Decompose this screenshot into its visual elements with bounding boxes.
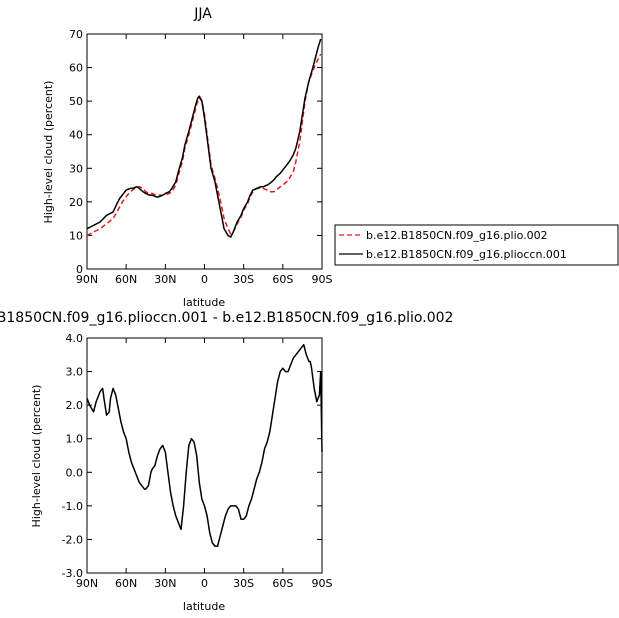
chart-top-title: JJA [193, 6, 212, 22]
series-line-1 [86, 38, 322, 238]
x-tick-label: 90N [76, 577, 98, 590]
y-tick-label: 2.0 [66, 399, 84, 412]
x-tick-label: 30N [154, 577, 176, 590]
chart-bottom-x-axis-label: latitude [183, 600, 225, 613]
x-tick-label: 30S [233, 273, 254, 286]
y-tick-label: 50 [69, 95, 83, 108]
chart-bottom-title: b.e12.B1850CN.f09_g16.plioccn.001 - b.e1… [0, 310, 453, 326]
x-tick-label: 90S [312, 577, 333, 590]
chart-bottom-x-axis: 90N 60N 30N 0 30S 60S 90S [76, 338, 333, 590]
legend-label-plio: b.e12.B1850CN.f09_g16.plio.002 [366, 229, 548, 242]
chart-top-plot-frame [86, 33, 323, 270]
chart-top-y-axis: 0 10 20 30 40 50 60 70 [69, 28, 322, 276]
chart-bottom-plot-frame [86, 337, 323, 574]
series-line-0 [86, 343, 323, 547]
y-tick-label: -1.0 [62, 500, 83, 513]
chart-bottom: b.e12.B1850CN.f09_g16.plioccn.001 - b.e1… [0, 310, 453, 613]
y-tick-label: 10 [69, 229, 83, 242]
x-tick-label: 30N [154, 273, 176, 286]
y-tick-label: 3.0 [66, 366, 84, 379]
chart-top-legend: b.e12.B1850CN.f09_g16.plio.002 b.e12.B18… [334, 224, 619, 266]
x-tick-label: 90N [76, 273, 98, 286]
y-tick-label: 4.0 [66, 332, 84, 345]
x-tick-label: 60N [115, 273, 137, 286]
chart-top-series-group [86, 38, 322, 238]
x-tick-label: 0 [201, 577, 208, 590]
x-tick-label: 0 [201, 273, 208, 286]
legend-box [334, 224, 619, 266]
y-tick-label: 20 [69, 196, 83, 209]
y-tick-label: 60 [69, 62, 83, 75]
y-tick-label: 70 [69, 28, 83, 41]
series-line-0 [86, 53, 322, 237]
y-tick-label: 1.0 [66, 433, 84, 446]
x-tick-label: 90S [312, 273, 333, 286]
y-tick-label: 0 [76, 263, 83, 276]
x-tick-label: 60S [272, 273, 293, 286]
y-tick-label: 30 [69, 162, 83, 175]
y-tick-label: 0.0 [66, 466, 84, 479]
chart-top-x-axis-label: latitude [183, 296, 225, 309]
legend-label-plioccn: b.e12.B1850CN.f09_g16.plioccn.001 [366, 248, 567, 261]
chart-top-x-axis: 90N 60N 30N 0 30S 60S 90S [76, 34, 333, 286]
chart-bottom-series-group [86, 343, 323, 547]
chart-bottom-y-axis: -3.0 -2.0 -1.0 0.0 1.0 2.0 3.0 4.0 [62, 332, 322, 580]
y-tick-label: -2.0 [62, 533, 83, 546]
y-tick-label: -3.0 [62, 567, 83, 580]
chart-top-y-axis-label: High-level cloud (percent) [42, 81, 55, 224]
x-tick-label: 60S [272, 577, 293, 590]
x-tick-label: 30S [233, 577, 254, 590]
chart-bottom-y-axis-label: High-level cloud (percent) [30, 385, 43, 528]
x-tick-label: 60N [115, 577, 137, 590]
y-tick-label: 40 [69, 129, 83, 142]
